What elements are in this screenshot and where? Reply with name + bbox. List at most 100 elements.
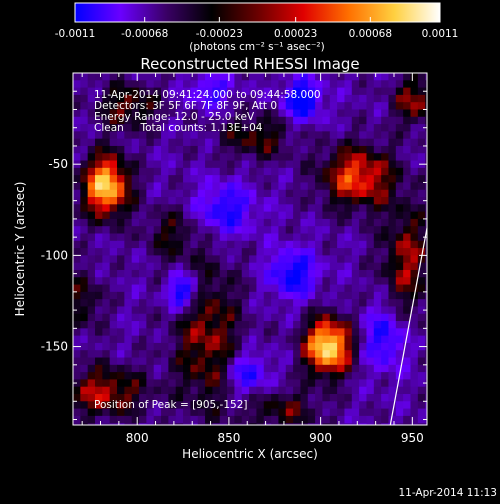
heatmap-cell [234,218,243,227]
heatmap-cell [293,182,302,191]
heatmap-cell [373,393,382,402]
heatmap-cell [381,80,390,89]
heatmap-cell [344,364,353,373]
heatmap-cell [417,153,426,162]
heatmap-cell [256,401,265,410]
heatmap-cell [234,357,243,366]
heatmap-cell [146,386,155,395]
heatmap-cell [403,306,412,315]
heatmap-cell [161,364,169,373]
heatmap-cell [293,284,302,293]
heatmap-cell [351,386,360,395]
heatmap-cell [109,124,118,132]
heatmap-cell [73,255,81,264]
heatmap-cell [329,116,338,125]
heatmap-cell [109,167,118,176]
heatmap-cell [241,248,250,256]
heatmap-cell [241,233,250,242]
heatmap-cell [351,255,360,264]
heatmap-cell [249,328,258,337]
heatmap-cell [388,299,397,308]
heatmap-cell [388,306,397,315]
heatmap-cell [373,342,382,351]
heatmap-cell [395,386,404,395]
heatmap-cell [433,80,441,88]
heatmap-cell [190,94,199,103]
heatmap-cell [168,401,177,410]
heatmap-cell [87,124,96,132]
heatmap-cell [161,299,169,308]
heatmap-cell [87,211,96,220]
x-tick-label: 900 [309,431,332,445]
heatmap-cell [227,255,236,264]
heatmap-cell [109,372,118,381]
heatmap-cell [410,357,419,366]
heatmap-cell [153,182,162,191]
heatmap-cell [329,379,338,388]
heatmap-cell [131,138,140,147]
heatmap-cell [197,116,206,125]
heatmap-cell [183,357,191,366]
heatmap-cell [359,350,368,359]
heatmap-cell [271,379,280,388]
heatmap-cell [315,80,324,89]
heatmap-cell [95,240,103,249]
heatmap-cell [417,233,426,242]
heatmap-cell [197,393,206,402]
heatmap-cell [95,226,103,235]
heatmap-cell [410,350,419,359]
heatmap-cell [256,94,265,103]
heatmap-cell [131,124,140,132]
heatmap-cell [337,131,346,140]
heatmap-cell [219,211,228,220]
y-tick-label: -150 [41,340,68,354]
heatmap-cell [366,218,375,227]
heatmap-cell [234,262,243,271]
heatmap-cell [256,357,265,366]
heatmap-cell [183,218,191,227]
heatmap-cell [395,401,404,410]
heatmap-cell [131,167,140,176]
heatmap-cell [315,357,324,366]
heatmap-cell [95,357,103,366]
heatmap-cell [153,342,162,351]
heatmap-cell [153,284,162,293]
heatmap-cell [300,269,309,278]
heatmap-cell [212,87,221,96]
heatmap-cell [175,94,184,103]
heatmap-cell [359,189,368,198]
heatmap-cell [154,430,162,438]
heatmap-cell [161,342,169,351]
heatmap-cell [80,386,89,395]
heatmap-cell [366,211,375,220]
heatmap-cell [80,357,89,366]
heatmap-cell [168,306,177,315]
heatmap-cell [307,211,316,220]
heatmap-cell [124,218,133,227]
heatmap-cell [256,175,265,184]
heatmap-cell [410,145,419,154]
heatmap-cell [395,226,404,235]
heatmap-cell [278,401,287,410]
heatmap-cell [190,379,199,388]
heatmap-cell [337,255,346,264]
heatmap-cell [139,284,147,293]
heatmap-cell [425,109,427,118]
heatmap-cell [161,423,169,425]
heatmap-cell [395,182,404,191]
heatmap-cell [227,379,236,388]
heatmap-cell [190,321,199,329]
heatmap-cell [293,204,302,213]
heatmap-cell [161,124,169,132]
heatmap-cell [403,357,412,366]
heatmap-cell [381,102,390,111]
heatmap-cell [263,116,272,125]
heatmap-cell [219,102,228,111]
heatmap-cell [300,94,309,103]
heatmap-cell [403,255,412,264]
heatmap-cell [102,328,111,337]
heatmap-cell [241,160,250,169]
heatmap-cell [285,364,294,373]
heatmap-cell [139,415,147,424]
heatmap-cell [168,167,177,176]
